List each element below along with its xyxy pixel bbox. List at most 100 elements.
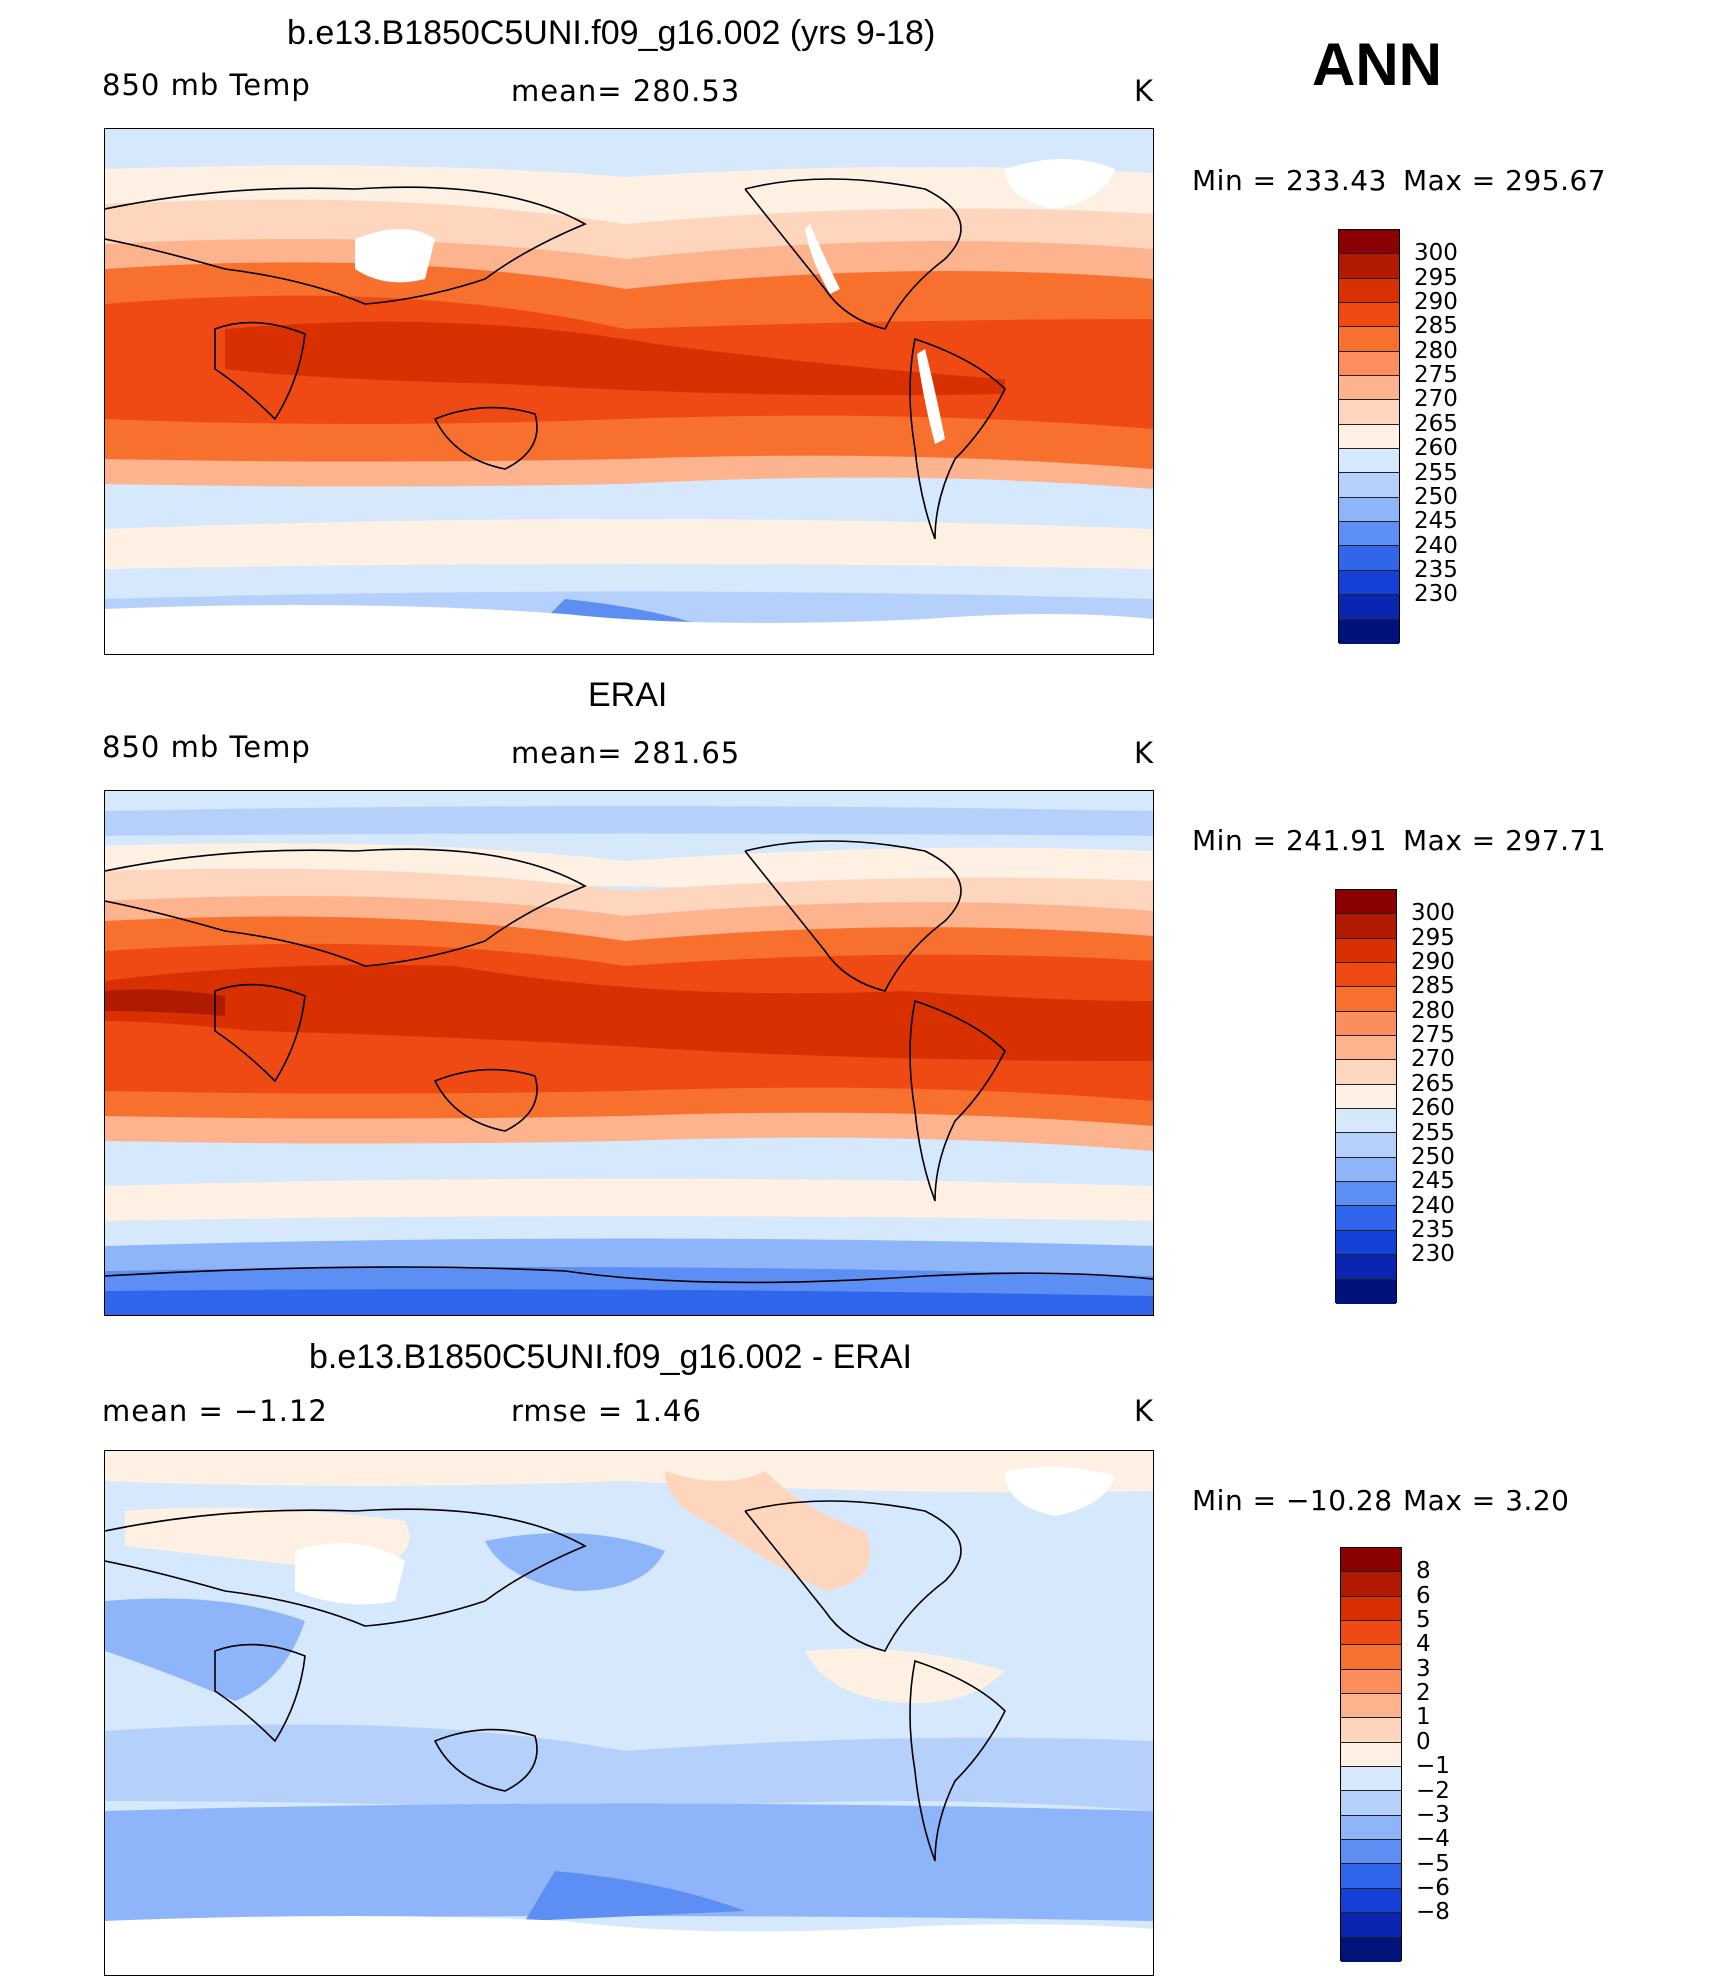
panel1-coastline-australia <box>433 406 538 470</box>
colorbar-level-label: −8 <box>1416 1899 1450 1926</box>
colorbar-swatch <box>1341 1742 1401 1768</box>
colorbar-swatch <box>1336 1206 1396 1231</box>
colorbar-swatch <box>1336 1036 1396 1061</box>
panel2-coastline-antarctica <box>105 1266 1153 1284</box>
panel1-coastline-north-america <box>744 178 962 330</box>
panel3-coastline-eurasia <box>105 1508 587 1627</box>
colorbar-swatch <box>1341 1645 1401 1670</box>
colorbar-level-label: 3 <box>1416 1655 1431 1682</box>
colorbar-swatch <box>1339 497 1399 523</box>
panel3-contour-band-africa-negative <box>105 1598 305 1701</box>
panel1-missing-tibet <box>355 229 435 283</box>
colorbar-swatch <box>1341 1815 1401 1841</box>
colorbar-swatch <box>1341 1913 1401 1938</box>
colorbar-swatch <box>1339 619 1399 644</box>
colorbar-swatch <box>1339 473 1399 498</box>
colorbar-level-label: 255 <box>1411 1119 1455 1146</box>
colorbar-level-label: −6 <box>1416 1874 1450 1901</box>
colorbar-level-label: 300 <box>1411 900 1455 927</box>
panel2-mean-label: mean= 281.65 <box>511 736 741 770</box>
colorbar-level-label: 265 <box>1414 410 1458 437</box>
panel3-coastline-africa <box>214 1643 306 1743</box>
colorbar-level-label: 2 <box>1416 1680 1431 1707</box>
colorbar-swatch <box>1339 230 1399 255</box>
colorbar-swatch <box>1341 1888 1401 1914</box>
colorbar-swatch <box>1336 1255 1396 1280</box>
panel2-units-label: K <box>1134 736 1155 770</box>
colorbar-swatch <box>1339 254 1399 279</box>
panel1-units-label: K <box>1134 74 1155 108</box>
colorbar-level-label: 245 <box>1414 508 1458 535</box>
panel3-contour-band-north-positive <box>105 1451 1153 1493</box>
colorbar-swatch <box>1336 1157 1396 1183</box>
colorbar-level-label: 245 <box>1411 1168 1455 1195</box>
panel3-colorbar: 8 6 5 4 3 2 1 0 −1 −2 −3 −4 −5 −6 −8 <box>1340 1547 1450 1962</box>
colorbar-swatch <box>1341 1669 1401 1695</box>
panel3-coastline-north-america <box>744 1500 962 1652</box>
colorbar-level-label: 270 <box>1414 386 1458 413</box>
panel2-contour-band-south-265 <box>105 1178 1153 1221</box>
panel2-colorbar: 300 295 290 285 280 275 270 265 260 255 250 245 240 2… <box>1335 889 1455 1304</box>
panel3-missing-greenland <box>1005 1467 1115 1516</box>
panel2-coastline-north-america <box>744 840 962 992</box>
colorbar-swatch <box>1339 351 1399 377</box>
colorbar-level-label: 260 <box>1411 1095 1455 1122</box>
colorbar-swatch <box>1341 1548 1401 1573</box>
colorbar-swatch <box>1336 914 1396 939</box>
panel1-mean-label: mean= 280.53 <box>511 74 741 108</box>
panel3-max-label: Max = 3.20 <box>1403 1484 1570 1517</box>
panel2-map <box>104 790 1154 1316</box>
colorbar-swatch <box>1339 449 1399 474</box>
panel1-max-label: Max = 295.67 <box>1403 164 1607 197</box>
panel3-units-label: K <box>1134 1394 1155 1428</box>
colorbar-level-label: 240 <box>1414 532 1458 559</box>
panel3-coastline-australia <box>433 1728 538 1792</box>
colorbar-level-label: 250 <box>1414 483 1458 510</box>
panel1-colorbar-box <box>1338 229 1400 644</box>
panel3-contour-band-southern-negative <box>105 1724 1153 1811</box>
colorbar-swatch <box>1336 1084 1396 1110</box>
colorbar-level-label: 285 <box>1411 973 1455 1000</box>
panel3-title: b.e13.B1850C5UNI.f09_g16.002 - ERAI <box>309 1338 912 1376</box>
panel1-title: b.e13.B1850C5UNI.f09_g16.002 (yrs 9-18) <box>287 14 936 52</box>
colorbar-level-label: 250 <box>1411 1143 1455 1170</box>
colorbar-swatch <box>1339 303 1399 328</box>
colorbar-swatch <box>1339 522 1399 547</box>
panel1-map-svg <box>105 129 1153 654</box>
panel3-missing-antarctica <box>105 1916 1153 1959</box>
panel3-mean-label: mean = −1.12 <box>102 1394 328 1428</box>
colorbar-level-label: 280 <box>1414 337 1458 364</box>
panel3-coastline-south-america <box>909 1659 1006 1862</box>
colorbar-level-label: 4 <box>1416 1631 1431 1658</box>
panel1-colorbar: 300 295 290 285 280 275 270 265 260 255 250 245 240 2… <box>1338 229 1458 644</box>
panel1-contour-band-295 <box>225 321 1005 396</box>
colorbar-level-label: −4 <box>1416 1826 1450 1853</box>
colorbar-level-label: 235 <box>1411 1216 1455 1243</box>
colorbar-swatch <box>1341 1694 1401 1719</box>
panel3-contour-band-pacific-negative <box>485 1533 665 1591</box>
colorbar-level-label: 295 <box>1414 264 1458 291</box>
panel3-rmse-label: rmse = 1.46 <box>511 1394 702 1428</box>
colorbar-level-label: 290 <box>1414 289 1458 316</box>
colorbar-level-label: 265 <box>1411 1070 1455 1097</box>
colorbar-swatch <box>1336 1182 1396 1207</box>
panel2-coastline-eurasia <box>105 848 587 967</box>
colorbar-swatch <box>1341 1864 1401 1889</box>
colorbar-swatch <box>1341 1791 1401 1816</box>
colorbar-level-label: 275 <box>1414 362 1458 389</box>
panel3-missing-tibet <box>295 1543 405 1605</box>
panel1-coastline-africa <box>214 321 306 421</box>
panel2-contour-band-south-240 <box>105 1289 1153 1315</box>
colorbar-swatch <box>1339 278 1399 304</box>
panel3-map <box>104 1450 1154 1976</box>
colorbar-level-label: −5 <box>1416 1850 1450 1877</box>
colorbar-level-label: −1 <box>1416 1753 1450 1780</box>
colorbar-swatch <box>1336 987 1396 1012</box>
colorbar-swatch <box>1336 1011 1396 1037</box>
colorbar-level-label: 295 <box>1411 924 1455 951</box>
panel1-map <box>104 128 1154 655</box>
panel1-coastline-south-america <box>909 337 1006 540</box>
colorbar-swatch <box>1341 1840 1401 1865</box>
colorbar-swatch <box>1339 570 1399 596</box>
panel1-min-label: Min = 233.43 <box>1192 164 1387 197</box>
